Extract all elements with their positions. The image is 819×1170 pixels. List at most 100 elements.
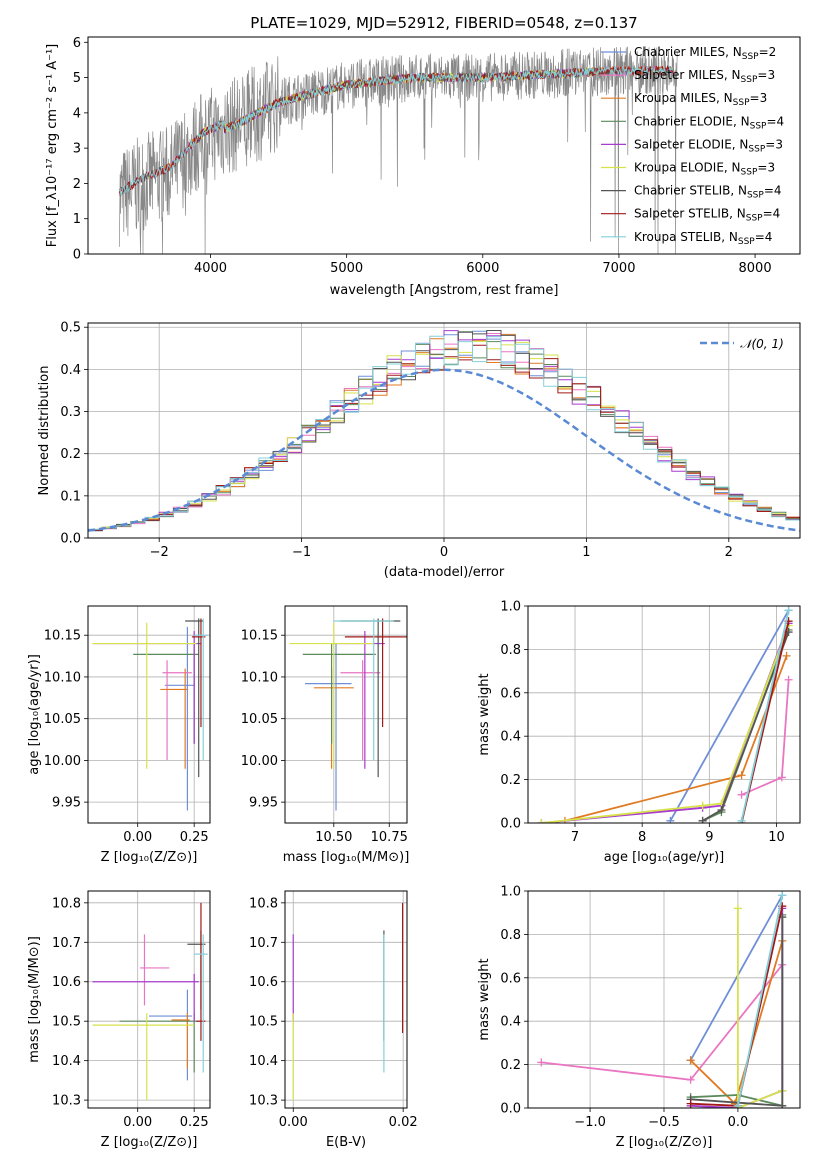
y-axis-label: Flux [f_λ10⁻¹⁷ erg cm⁻² s⁻¹ A⁻¹] xyxy=(45,44,60,248)
y-tick-label: 5 xyxy=(73,71,81,86)
x-tick-label: −2 xyxy=(150,545,169,560)
legend-subscript: SSP xyxy=(741,168,758,178)
legend-label: Salpeter MILES, NSSP=3 xyxy=(634,68,775,85)
y-tick-label: 10.4 xyxy=(52,1054,81,1069)
x-axis-label: Z [log₁₀(Z/Z⊙)] xyxy=(101,1135,198,1150)
histogram-krou_stelib xyxy=(88,335,800,533)
legend-text: Salpeter MILES, N xyxy=(634,68,741,82)
legend-subscript: SSP xyxy=(747,191,764,201)
series-line-salp_stelib xyxy=(690,906,784,1107)
legend-subscript: SSP xyxy=(742,52,759,62)
y-tick-label: 0.1 xyxy=(60,489,81,504)
series-line-krou_miles xyxy=(564,655,788,822)
legend-text: =2 xyxy=(759,45,777,59)
point-marker-krou_elodie xyxy=(698,801,707,810)
x-tick-label: 8 xyxy=(638,830,646,845)
legend-label: Chabrier STELIB, NSSP=4 xyxy=(634,184,782,201)
y-axis-label: Normed distribution xyxy=(37,366,52,496)
x-tick-label: 0.00 xyxy=(123,1115,152,1130)
plot-area xyxy=(537,606,793,823)
legend-text: Chabrier STELIB, N xyxy=(634,184,747,198)
y-tick-label: 0.2 xyxy=(60,447,81,462)
plot-area xyxy=(292,902,404,1101)
x-tick-label: 6000 xyxy=(466,261,499,276)
legend-text: =4 xyxy=(764,184,782,198)
legend-label: Chabrier MILES, NSSP=2 xyxy=(634,45,776,62)
series-line-chab_miles xyxy=(669,609,790,822)
x-tick-label: 7000 xyxy=(602,261,635,276)
y-tick-label: 10.3 xyxy=(249,1094,278,1109)
y-tick-label: 10.8 xyxy=(249,896,278,911)
x-tick-label: 0.00 xyxy=(123,830,152,845)
legend-text: =3 xyxy=(765,137,783,151)
legend-text: Kroupa ELODIE, N xyxy=(634,161,741,175)
y-tick-label: 1.0 xyxy=(500,885,521,900)
y-tick-label: 10.10 xyxy=(44,670,81,685)
y-tick-label: 0.5 xyxy=(60,321,81,336)
y-tick-label: 10.5 xyxy=(249,1015,278,1030)
y-tick-label: 0.4 xyxy=(500,1015,521,1030)
y-tick-label: 0.4 xyxy=(500,730,521,745)
x-axis-label: (data-model)/error xyxy=(384,565,505,580)
observed-spectrum xyxy=(118,46,678,254)
x-axis-label: Z [log₁₀(Z/Z⊙)] xyxy=(616,1135,713,1150)
x-tick-label: 10 xyxy=(768,830,785,845)
point-marker-krou_stelib xyxy=(778,891,787,900)
y-tick-label: 10.15 xyxy=(241,629,278,644)
y-tick-label: 10.00 xyxy=(241,754,278,769)
axes-frame xyxy=(87,605,211,824)
y-tick-label: 4 xyxy=(73,106,81,121)
y-tick-label: 0.3 xyxy=(60,405,81,420)
y-tick-label: 10.05 xyxy=(241,712,278,727)
point-marker-salp_miles xyxy=(737,790,746,799)
legend-label: Chabrier ELODIE, NSSP=4 xyxy=(634,114,784,131)
point-marker-krou_miles xyxy=(782,651,791,660)
mass-weight-vs-metallicity-panel: −1.0 −0.5 0.0 0.0 0.2 0.4 0.6 0.8 1.0 Z [log₁₀(Z/… xyxy=(477,885,801,1150)
series-line-krou_stelib xyxy=(737,895,784,1106)
x-tick-label: 8000 xyxy=(739,261,772,276)
legend-label: Kroupa STELIB, NSSP=4 xyxy=(634,230,772,247)
y-tick-label: 10.6 xyxy=(52,975,81,990)
x-tick-label: 2 xyxy=(725,545,733,560)
x-tick-label: 0.00 xyxy=(279,1115,308,1130)
x-axis-label: age [log₁₀(age/yr)] xyxy=(604,850,725,865)
legend-text: Kroupa STELIB, N xyxy=(634,230,738,244)
legend-text: =3 xyxy=(757,68,775,82)
y-axis-label: mass weight xyxy=(477,958,492,1040)
legend-text: =4 xyxy=(755,230,773,244)
plot-area xyxy=(92,902,208,1101)
y-tick-label: 0.6 xyxy=(500,971,521,986)
x-tick-label: 0.25 xyxy=(180,830,209,845)
point-marker-salp_miles xyxy=(537,1058,546,1067)
y-tick-label: 6 xyxy=(73,36,81,51)
legend-text: Chabrier MILES, N xyxy=(634,45,742,59)
point-marker-krou_miles xyxy=(737,771,746,780)
legend-subscript: SSP xyxy=(746,214,763,224)
plot-area xyxy=(289,618,407,811)
x-tick-label: 1 xyxy=(582,545,590,560)
point-marker-chab_stelib xyxy=(778,1101,787,1108)
y-tick-label: 10.6 xyxy=(249,975,278,990)
y-tick-label: 1 xyxy=(73,212,81,227)
y-tick-label: 9.95 xyxy=(249,796,278,811)
mass-vs-metallicity-panel: 0.00 0.25 10.3 10.4 10.5 10.6 10.7 10.8 Z [log₁₀… xyxy=(27,890,211,1150)
legend-subscript: SSP xyxy=(748,144,765,154)
model-spectrum-salp_stelib xyxy=(118,64,674,197)
model-spectrum-krou_stelib xyxy=(118,66,674,196)
legend-subscript: SSP xyxy=(733,98,750,108)
y-tick-label: 3 xyxy=(73,142,81,157)
point-marker-krou_stelib xyxy=(733,1101,742,1108)
x-axis-label: E(B-V) xyxy=(326,1135,366,1150)
y-tick-label: 0.2 xyxy=(500,1058,521,1073)
y-tick-label: 10.4 xyxy=(249,1054,278,1069)
point-marker-chab_stelib xyxy=(698,816,707,823)
x-tick-label: 9 xyxy=(705,830,713,845)
y-tick-label: 0.8 xyxy=(500,643,521,658)
spectrum-panel: 4000 5000 6000 7000 8000 0 1 2 3 4 5 6 wavelength [A… xyxy=(45,36,801,298)
legend-label: Salpeter STELIB, NSSP=4 xyxy=(634,207,780,224)
point-marker-salp_stelib xyxy=(686,1099,695,1108)
histogram-plot-area xyxy=(88,330,800,533)
legend-subscript: SSP xyxy=(738,237,755,247)
legend-text: =4 xyxy=(763,207,781,221)
y-tick-label: 0.0 xyxy=(500,817,521,832)
